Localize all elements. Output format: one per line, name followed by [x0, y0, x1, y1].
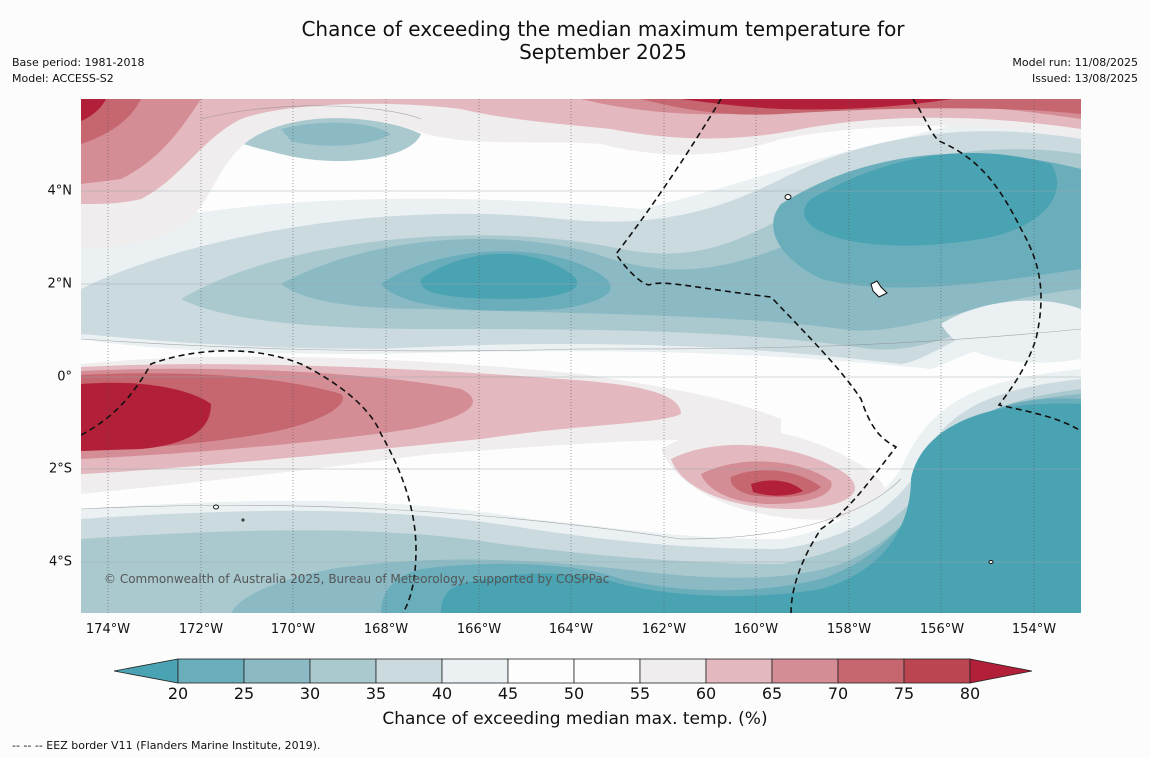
colorbar-segment	[507, 658, 575, 684]
north-small-core	[281, 122, 391, 146]
eez-footnote: -- -- -- EEZ border V11 (Flanders Marine…	[12, 739, 321, 752]
colorbar-tick-70: 70	[827, 684, 849, 703]
colorbar-tick-40: 40	[431, 684, 453, 703]
colorbar-tick-80: 80	[959, 684, 981, 703]
eez-west	[81, 350, 417, 613]
island-4	[988, 560, 994, 564]
title-line-1: Chance of exceeding the median maximum t…	[301, 17, 905, 41]
colorbar-tick-55: 55	[629, 684, 651, 703]
north-red-70	[81, 99, 1081, 184]
probability-map	[81, 99, 1081, 613]
lon-label-154w: 154°W	[1011, 622, 1057, 637]
base-period: Base period: 1981-2018	[12, 56, 145, 69]
lon-label-164w: 164°W	[548, 622, 594, 637]
island-1	[784, 194, 792, 200]
eq-red-80	[81, 382, 211, 451]
title-line-2: September 2025	[519, 40, 687, 64]
lon-label-158w: 158°W	[826, 622, 872, 637]
north-red-80	[81, 99, 951, 121]
colorbar-tick-30: 30	[299, 684, 321, 703]
colorbar-segment	[705, 658, 773, 684]
colorbar-segment	[375, 658, 443, 684]
colorbar-tick-25: 25	[233, 684, 255, 703]
right-metadata: Model run: 11/08/2025 Issued: 13/08/2025	[1012, 55, 1138, 86]
island-3	[213, 504, 219, 510]
colorbar-extend-high	[969, 658, 1033, 684]
colorbar-tick-65: 65	[761, 684, 783, 703]
colorbar-segment	[243, 658, 311, 684]
lon-label-166w: 166°W	[456, 622, 502, 637]
lon-label-160w: 160°W	[733, 622, 779, 637]
colorbar-segment	[441, 658, 509, 684]
issued-date: Issued: 13/08/2025	[1031, 71, 1138, 85]
colorbar-segment	[309, 658, 377, 684]
south-core	[441, 403, 1081, 613]
model-name: Model: ACCESS-S2	[12, 71, 114, 85]
lat-label-4s: 4°S	[48, 554, 72, 570]
north-core-c	[804, 152, 1058, 246]
lon-label-162w: 162°W	[641, 622, 687, 637]
colorbar-extend-low	[114, 658, 179, 684]
colorbar-segment	[903, 658, 971, 684]
colorbar-tick-45: 45	[497, 684, 519, 703]
lat-label-2s: 2°S	[48, 461, 72, 477]
colorbar-tick-60: 60	[695, 684, 717, 703]
colorbar-segment	[177, 658, 245, 684]
lat-label-4n: 4°N	[47, 183, 73, 199]
island-2	[870, 280, 888, 298]
graticule-lat	[81, 190, 1081, 563]
contour-lines	[81, 105, 1081, 540]
east-light-patch	[941, 300, 1081, 363]
lat-label-0: 0°	[57, 369, 72, 385]
colorbar-segment	[771, 658, 839, 684]
colorbar-segment	[639, 658, 707, 684]
south-band-30	[81, 389, 1081, 613]
lon-label-156w: 156°W	[919, 622, 965, 637]
left-metadata: Base period: 1981-2018 Model: ACCESS-S2	[12, 55, 144, 86]
north-red-75	[81, 99, 1081, 144]
north-core-a	[420, 253, 578, 299]
island-5	[241, 518, 245, 522]
lon-label-172w: 172°W	[178, 622, 224, 637]
map-title: Chance of exceeding the median maximum t…	[250, 18, 956, 64]
copyright-credit: © Commonwealth of Australia 2025, Bureau…	[104, 572, 610, 586]
islands	[213, 194, 994, 564]
colorbar-tick-35: 35	[365, 684, 387, 703]
colorbar-tick-20: 20	[167, 684, 189, 703]
lat-label-2n: 2°N	[47, 276, 73, 292]
model-run: Model run: 11/08/2025	[1012, 56, 1138, 69]
lon-label-174w: 174°W	[85, 622, 131, 637]
colorbar-segment	[837, 658, 905, 684]
eez-borders	[81, 99, 1081, 613]
colorbar-label: Chance of exceeding median max. temp. (%…	[382, 709, 768, 729]
eez-central	[615, 99, 898, 613]
colorbar-tick-75: 75	[893, 684, 915, 703]
colorbar-segment	[573, 658, 641, 684]
south-blob-80	[751, 480, 803, 496]
eez-east	[912, 99, 1081, 432]
lon-label-168w: 168°W	[363, 622, 409, 637]
colorbar-tick-50: 50	[563, 684, 585, 703]
lon-label-170w: 170°W	[270, 622, 316, 637]
colorbar	[114, 658, 1033, 684]
